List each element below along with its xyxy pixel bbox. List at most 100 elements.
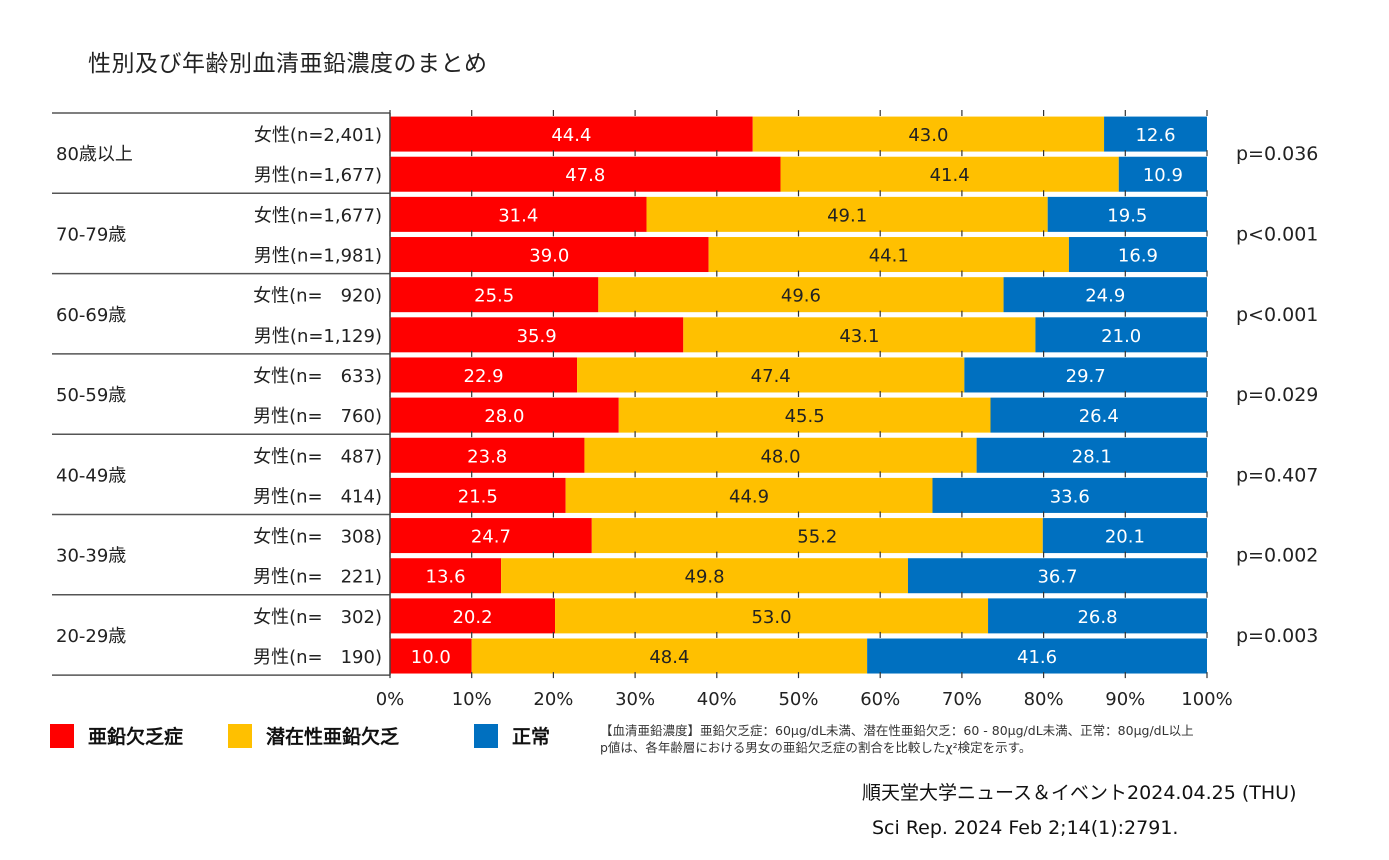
row-label: 男性(n=1,129) [254,326,382,347]
data-label-latent: 48.0 [760,446,800,467]
bar-segment-normal [1047,196,1207,232]
data-label-deficiency: 47.8 [565,165,605,186]
legend-item-normal: 正常 [474,722,550,749]
data-label-deficiency: 23.8 [467,446,507,467]
data-label-latent: 49.8 [685,567,725,588]
bar-segment-normal [1068,237,1207,273]
bar-segment-latent [591,518,1043,554]
data-label-deficiency: 13.6 [426,567,466,588]
p-value-label: p=0.003 [1236,625,1318,647]
bar-segment-latent [618,397,991,433]
bar-segment-latent [598,277,1004,313]
legend-label-deficiency: 亜鉛欠乏症 [88,726,184,748]
data-label-latent: 48.4 [649,647,689,668]
data-label-normal: 21.0 [1101,326,1141,347]
x-tick-label: 30% [615,689,655,710]
data-label-deficiency: 35.9 [517,326,557,347]
legend-label-latent: 潜在性亜鉛欠乏 [266,726,400,748]
data-label-latent: 44.9 [729,486,769,507]
row-label: 男性(n= 190) [253,647,382,668]
x-tick-label: 80% [1024,689,1064,710]
row-label: 男性(n= 760) [253,406,382,427]
bar-segment-latent [555,598,989,634]
legend-label-normal: 正常 [512,726,551,748]
row-label: 女性(n= 920) [253,286,382,307]
legend-swatch-normal [474,723,498,748]
footnote-line-1: 【血清亜鉛濃度】亜鉛欠乏症：60μg/dL未満、潜在性亜鉛欠乏：60 - 80μ… [600,723,1194,738]
data-label-latent: 43.1 [839,326,879,347]
data-label-normal: 41.6 [1017,647,1057,668]
data-label-deficiency: 21.5 [458,486,498,507]
data-label-deficiency: 22.9 [464,366,504,387]
legend-item-deficiency: 亜鉛欠乏症 [50,722,183,749]
bar-segment-deficiency [390,317,684,353]
data-label-deficiency: 20.2 [452,607,492,628]
bar-segment-latent [780,156,1119,192]
bar-segment-latent [646,196,1048,232]
x-tick-label: 90% [1105,689,1145,710]
data-label-normal: 36.7 [1037,567,1077,588]
bar-segment-latent [471,638,868,674]
bar-segment-deficiency [390,116,753,152]
data-label-normal: 29.7 [1066,366,1106,387]
bar-segment-normal [867,638,1207,674]
bar-segment-normal [964,357,1207,393]
bar-segment-deficiency [390,638,472,674]
row-label: 女性(n= 633) [253,366,382,387]
legend-swatch-deficiency [50,723,74,748]
bar-segment-deficiency [390,558,502,594]
bar-segment-deficiency [390,518,592,554]
p-value-label: p<0.001 [1236,304,1318,326]
source-line-1: 順天堂大学ニュース＆イベント2024.04.25 (THU) [862,782,1297,804]
x-tick-label: 50% [778,689,818,710]
bar-segment-normal [1042,518,1207,554]
bar-segment-normal [932,477,1207,513]
x-tick-label: 20% [533,689,573,710]
bar-segment-latent [565,477,933,513]
x-tick-label: 10% [452,689,492,710]
data-label-deficiency: 28.0 [484,406,524,427]
p-value-label: p=0.407 [1236,464,1318,486]
row-label: 女性(n= 302) [253,607,382,628]
row-label: 女性(n=2,401) [254,125,382,146]
bar-segment-deficiency [390,357,578,393]
age-group-label: 80歳以上 [56,144,133,165]
bar-segment-latent [708,237,1069,273]
data-label-normal: 16.9 [1118,246,1158,267]
x-tick-label: 70% [942,689,982,710]
row-label: 男性(n= 414) [253,486,382,507]
bar-segment-normal [976,437,1207,473]
x-tick-label: 40% [697,689,737,710]
chart-title: 性別及び年齢別血清亜鉛濃度のまとめ [88,51,488,77]
legend-item-latent: 潜在性亜鉛欠乏 [228,722,399,749]
data-label-normal: 33.6 [1050,486,1090,507]
bar-segment-latent [752,116,1105,152]
bar-segment-normal [1118,156,1207,192]
row-label: 男性(n=1,677) [254,165,382,186]
data-label-deficiency: 25.5 [474,286,514,307]
age-group-label: 70-79歳 [56,224,126,245]
bar-segment-normal [1035,317,1207,353]
bar-segment-normal [988,598,1207,634]
data-label-latent: 44.1 [869,246,909,267]
bar-segment-deficiency [390,437,585,473]
data-label-latent: 47.4 [751,366,791,387]
age-group-label: 30-39歳 [56,546,126,567]
bar-segment-deficiency [390,477,566,513]
source-line-2: Sci Rep. 2024 Feb 2;14(1):2791. [872,817,1179,839]
data-label-normal: 20.1 [1105,527,1145,548]
data-label-latent: 43.0 [908,125,948,146]
footnote-line-2: p値は、各年齢層における男女の亜鉛欠乏症の割合を比較したχ²検定を示す。 [600,740,1032,755]
data-label-normal: 26.4 [1079,406,1119,427]
x-tick-label: 0% [376,689,405,710]
data-label-deficiency: 10.0 [411,647,451,668]
bar-segment-latent [584,437,977,473]
data-label-latent: 45.5 [785,406,825,427]
p-value-label: p=0.002 [1236,545,1318,567]
data-label-latent: 41.4 [930,165,970,186]
data-label-normal: 28.1 [1072,446,1112,467]
bar-segment-normal [1003,277,1207,313]
data-label-deficiency: 31.4 [498,205,538,226]
bar-segment-deficiency [390,397,619,433]
